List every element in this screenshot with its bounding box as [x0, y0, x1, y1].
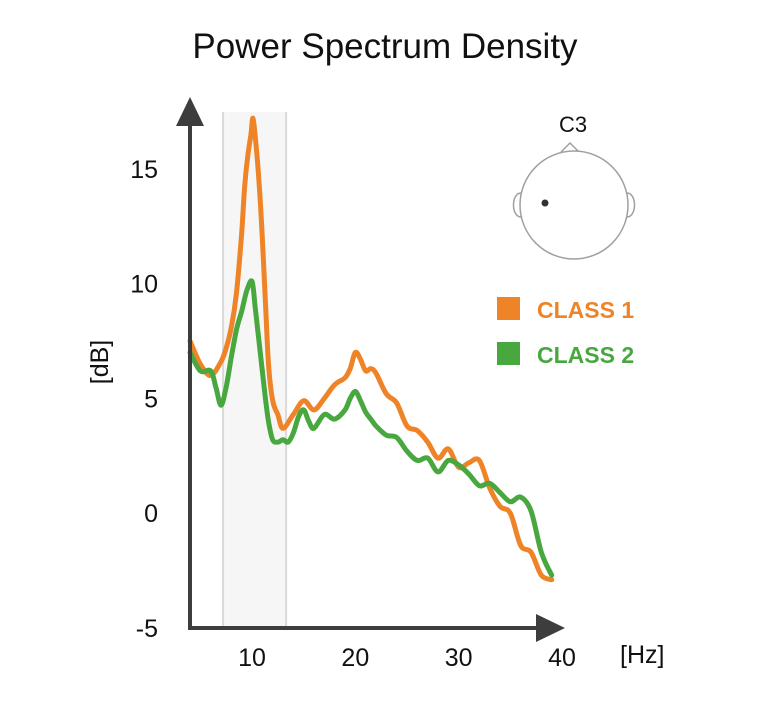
electrode-label: C3: [559, 112, 587, 137]
x-axis-arrow: [536, 614, 565, 642]
x-tick-labels: 10 20 30 40: [238, 644, 576, 672]
legend: CLASS 1 CLASS 2: [497, 297, 634, 368]
x-tick-label-20: 20: [341, 644, 369, 672]
head-nose-icon: [560, 141, 580, 153]
y-tick-label-5: 5: [144, 385, 158, 413]
x-tick-label-10: 10: [238, 644, 266, 672]
series-layer: [187, 115, 555, 583]
y-tick-label-15: 15: [130, 156, 158, 184]
head-left-ear-icon: [512, 192, 522, 218]
legend-label-class-2: CLASS 2: [537, 342, 634, 368]
head-topography-icon: [512, 141, 636, 260]
head-right-ear-icon: [626, 192, 636, 218]
y-axis-label: [dB]: [86, 340, 114, 384]
legend-swatch-class-2: [497, 342, 520, 365]
y-tick-label-0: 0: [144, 500, 158, 528]
series-line-class-2: [187, 278, 555, 578]
legend-swatch-class-1: [497, 297, 520, 320]
highlight-band: [223, 112, 287, 628]
legend-label-class-1: CLASS 1: [537, 297, 634, 323]
y-axis-arrow: [176, 97, 204, 126]
x-tick-label-40: 40: [548, 644, 576, 672]
y-tick-labels: 15 10 5 0 -5: [130, 156, 158, 643]
chart-title: Power Spectrum Density: [192, 27, 578, 66]
electrode-dot: [541, 199, 549, 207]
y-tick-label-10: 10: [130, 271, 158, 299]
series-line-class-1: [187, 115, 555, 583]
y-tick-label-minus-5: -5: [136, 615, 158, 643]
x-tick-label-30: 30: [445, 644, 473, 672]
head-outline: [519, 150, 629, 260]
x-axis-label: [Hz]: [620, 641, 664, 669]
